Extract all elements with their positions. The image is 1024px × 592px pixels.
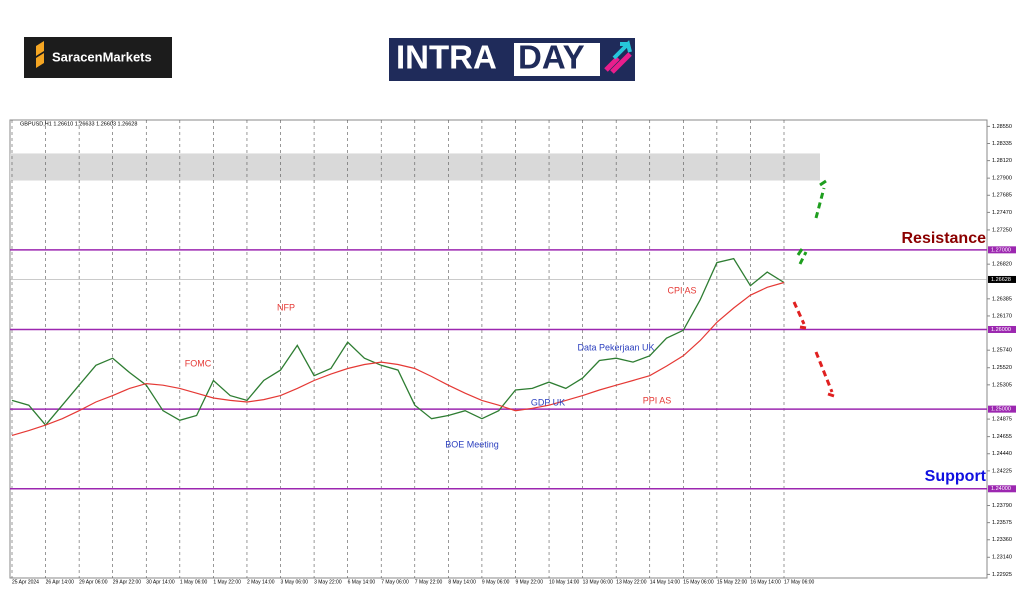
y-tick-label: 1.24875	[992, 417, 1012, 423]
brand-logo	[24, 37, 172, 78]
y-tick-label: 1.26820	[992, 262, 1012, 268]
price-line	[11, 281, 785, 436]
x-tick-label: 8 May 14:00	[448, 579, 476, 585]
y-tick-label: 1.26385	[992, 296, 1012, 302]
arrow-head	[799, 325, 835, 398]
level-label: 1.26000	[991, 327, 1011, 333]
y-tick-label: 1.28550	[992, 124, 1012, 130]
event-annotation: NFP	[277, 302, 295, 312]
plot-frame	[9, 119, 988, 579]
resistance-label: Resistance	[902, 230, 987, 247]
level-tag	[988, 246, 1016, 254]
y-tick-label: 1.25520	[992, 365, 1012, 371]
event-annotation: FOMC	[185, 358, 212, 368]
bear-arrow	[792, 301, 834, 393]
logo-box	[514, 43, 600, 76]
price-line	[11, 257, 785, 427]
level-label: 1.25000	[991, 407, 1011, 413]
x-tick-label: 14 May 14:00	[650, 579, 681, 585]
logo-arrow	[604, 52, 632, 74]
x-tick-label: 2 May 14:00	[247, 579, 275, 585]
y-tick-label: 1.23575	[992, 520, 1012, 526]
bull-arrow	[798, 187, 826, 265]
y-tick-label: 1.27900	[992, 176, 1012, 182]
y-tick-label: 1.25305	[992, 382, 1012, 388]
x-tick-label: 1 May 06:00	[180, 579, 208, 585]
event-annotation: PPI AS	[643, 395, 672, 405]
x-tick-label: 7 May 06:00	[381, 579, 409, 585]
logo-arrow	[612, 40, 632, 60]
support-label: Support	[925, 468, 987, 485]
x-tick-label: 10 May 14:00	[549, 579, 580, 585]
x-tick-label: 26 Apr 14:00	[46, 579, 75, 585]
y-tick-label: 1.23140	[992, 555, 1012, 561]
x-tick-label: 29 Apr 22:00	[113, 579, 142, 585]
x-tick-label: 15 May 22:00	[717, 579, 748, 585]
plot-layer: 1.28550 1.28335 1.28120 1.27900 1.27685 1.274…	[10, 120, 1016, 585]
x-tick-label: 16 May 14:00	[750, 579, 781, 585]
x-tick-label: 9 May 22:00	[515, 579, 543, 585]
current-price-label: 1.26628	[991, 277, 1011, 283]
event-annotation: GDP UK	[531, 397, 565, 407]
y-tick-label: 1.25740	[992, 348, 1012, 354]
x-tick-label: 6 May 14:00	[348, 579, 376, 585]
y-tick-label: 1.28335	[992, 141, 1012, 147]
event-annotation: BOE Meeting	[445, 439, 499, 449]
y-tick-label: 1.26170	[992, 313, 1012, 319]
level-label: 1.27000	[991, 247, 1011, 253]
y-tick-label: 1.23790	[992, 503, 1012, 509]
current-price-tag	[988, 275, 1016, 283]
level-label: 1.24000	[991, 486, 1011, 492]
x-tick-label: 17 May 06:00	[784, 579, 815, 585]
brand-name: SaracenMarkets	[52, 49, 152, 64]
y-tick-label: 1.28120	[992, 158, 1012, 164]
x-tick-label: 25 Apr 2024	[12, 579, 39, 585]
x-tick-label: 7 May 22:00	[415, 579, 443, 585]
y-tick-label: 1.27470	[992, 210, 1012, 216]
x-tick-label: 13 May 22:00	[616, 579, 647, 585]
y-tick-label: 1.24440	[992, 451, 1012, 457]
level-tag	[988, 325, 1016, 333]
x-tick-label: 3 May 06:00	[281, 579, 309, 585]
y-tick-label: 1.27250	[992, 227, 1012, 233]
chart-title: GBPUSD,H1 1.26610 1.26633 1.26603 1.2662…	[20, 121, 137, 127]
y-tick-label: 1.24225	[992, 468, 1012, 474]
x-tick-label: 3 May 22:00	[314, 579, 342, 585]
x-tick-label: 15 May 06:00	[683, 579, 714, 585]
y-tick-label: 1.27685	[992, 193, 1012, 199]
x-tick-label: 13 May 06:00	[583, 579, 614, 585]
logo-left: INTRA	[396, 39, 497, 76]
event-annotation: Data Pekerjaan UK	[577, 342, 654, 352]
brand-icon	[36, 41, 44, 68]
y-tick-label: 1.23360	[992, 537, 1012, 543]
x-tick-label: 9 May 06:00	[482, 579, 510, 585]
x-tick-label: 29 Apr 06:00	[79, 579, 108, 585]
logo-right: DAY	[518, 39, 585, 76]
level-tag	[988, 405, 1016, 413]
x-tick-label: 1 May 22:00	[213, 579, 241, 585]
level-tag	[988, 485, 1016, 493]
arrow-head	[796, 179, 827, 256]
y-tick-label: 1.24655	[992, 434, 1012, 440]
y-tick-label: 1.22925	[992, 572, 1012, 578]
x-tick-label: 30 Apr 14:00	[146, 579, 175, 585]
event-annotation: CPI AS	[667, 285, 696, 295]
